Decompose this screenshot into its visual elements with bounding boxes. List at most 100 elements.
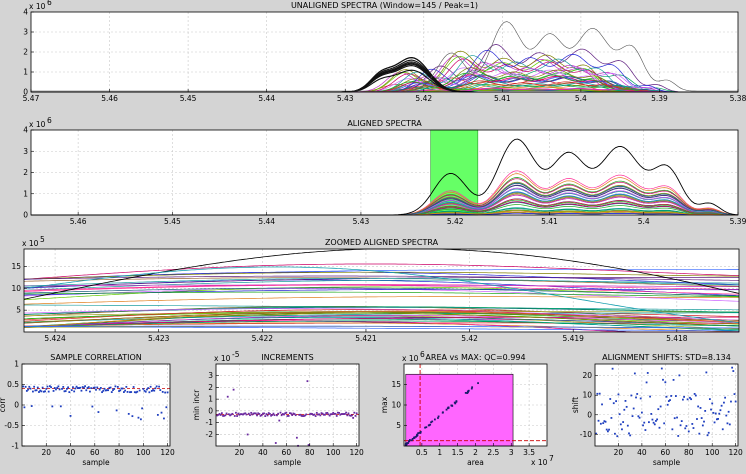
increments-point — [230, 413, 233, 416]
increments-point — [257, 412, 260, 415]
zoomed-xtick-label: 5.422 — [252, 334, 274, 343]
area_vs_max-y-multiplier: x 10 — [402, 354, 419, 363]
aligned-xtick-label: 5.43 — [353, 217, 370, 226]
area-max-point — [427, 424, 430, 427]
zoomed-spectrum-line — [23, 320, 739, 328]
correlation-point — [74, 387, 77, 390]
correlation-point — [136, 390, 139, 393]
zoomed-spectrum-line — [24, 284, 740, 295]
shift-point — [623, 408, 626, 411]
shift-point — [604, 420, 607, 423]
correlation-ytick-label: 1 — [14, 360, 19, 369]
correlation-point — [79, 386, 82, 389]
correlation-point — [138, 389, 141, 392]
shift-point — [643, 421, 646, 424]
unaligned-xtick-label: 5.39 — [651, 94, 668, 103]
area-max-point — [406, 442, 408, 445]
shift-point — [615, 400, 617, 403]
increments-point — [287, 415, 290, 417]
correlation-point — [51, 405, 54, 408]
shift-point — [625, 405, 628, 408]
increments-point — [311, 413, 314, 415]
correlation-point — [110, 391, 113, 393]
zoomed-ytick-label: 5 — [16, 306, 21, 315]
area-max-point — [419, 432, 422, 434]
shift-point — [705, 371, 708, 374]
correlation-point — [49, 385, 51, 388]
increments-point — [332, 411, 335, 414]
area-max-point — [419, 430, 422, 433]
shifts-ytick-label: 10 — [582, 391, 592, 400]
correlation-point — [143, 389, 146, 392]
correlation-ylabel: corr — [0, 397, 7, 413]
area-max-point — [411, 438, 414, 440]
zoomed-xtick-label: 5.423 — [148, 334, 170, 343]
zoomed-spectrum-line — [23, 263, 740, 280]
correlation-point — [62, 386, 65, 388]
correlation-point — [24, 385, 27, 388]
correlation-point — [144, 390, 147, 393]
shift-point — [673, 417, 676, 420]
correlation-point — [112, 389, 114, 391]
increments-point — [270, 414, 272, 417]
increments-point — [298, 413, 301, 416]
increments-point — [218, 413, 221, 415]
unaligned-xtick-label: 5.42 — [415, 94, 432, 103]
correlation-point — [109, 386, 112, 389]
shift-point — [708, 398, 711, 401]
zoomed-spectrum-line — [23, 322, 740, 332]
increments-point — [325, 412, 328, 414]
area-max-point — [437, 415, 440, 418]
increments-point — [340, 413, 343, 415]
increments-point — [249, 414, 251, 417]
increments-point — [246, 433, 249, 436]
shift-point — [631, 415, 634, 418]
zoomed-spectrum-line — [23, 277, 739, 287]
increments-point — [333, 413, 336, 415]
area_vs_max-xtick-label: 1 — [437, 448, 442, 457]
correlation-point — [155, 385, 158, 388]
increments-xtick-label: 40 — [258, 448, 268, 457]
increments-point — [271, 414, 274, 416]
correlation-point — [50, 386, 53, 389]
increments-point — [345, 411, 348, 414]
area_vs_max-xtick-label: 3.5 — [523, 448, 535, 457]
increments-point — [242, 413, 244, 416]
increments-point — [254, 412, 257, 415]
area_vs_max-x-exponent: 7 — [549, 454, 554, 463]
area-max-point — [409, 439, 411, 441]
shift-point — [611, 367, 614, 370]
unaligned-xtick-label: 5.44 — [258, 94, 275, 103]
shift-point — [687, 430, 690, 433]
zoomed-spectrum-line — [24, 325, 739, 329]
increments-point — [220, 412, 223, 415]
shift-point — [626, 424, 629, 427]
shifts-ytick-label: -10 — [580, 430, 592, 439]
correlation-xtick-label: 20 — [41, 448, 51, 457]
correlation-title: SAMPLE CORRELATION — [50, 353, 142, 362]
correlation-point — [42, 390, 45, 393]
increments-point — [308, 413, 311, 416]
correlation-point — [102, 389, 105, 392]
zoomed-spectrum-line — [23, 288, 740, 302]
area-max-point — [454, 402, 457, 405]
shift-point — [651, 418, 654, 421]
increments-point — [227, 413, 230, 416]
correlation-point — [101, 391, 103, 394]
increments-point — [229, 414, 231, 417]
shift-point — [632, 407, 635, 410]
area-max-point — [425, 426, 428, 429]
unaligned-ytick-label: 0 — [23, 88, 28, 97]
increments-point — [279, 411, 282, 414]
increments-ytick-label: -1 — [206, 418, 214, 427]
increments-point — [335, 415, 338, 417]
correlation-point — [115, 409, 118, 412]
area_vs_max-y-exponent: 6 — [420, 350, 425, 359]
correlation-point — [118, 390, 120, 392]
increments-point — [292, 412, 295, 415]
correlation-xtick-label: 80 — [114, 448, 124, 457]
shift-point — [624, 400, 627, 402]
correlation-point — [133, 391, 136, 394]
increments-point — [226, 395, 229, 398]
